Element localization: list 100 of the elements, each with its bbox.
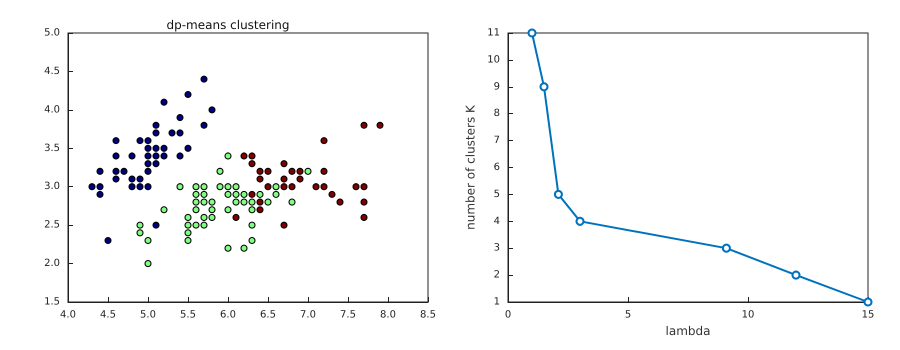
point	[152, 152, 160, 160]
y-tick-label: 1	[494, 296, 500, 308]
point	[208, 206, 216, 214]
point	[312, 183, 320, 190]
point	[96, 183, 104, 190]
point	[328, 190, 336, 198]
point	[256, 168, 264, 175]
point	[200, 190, 208, 198]
point	[176, 183, 184, 190]
y-tick-label: 2	[494, 270, 500, 281]
point	[200, 76, 208, 83]
point	[128, 183, 136, 190]
point	[192, 222, 200, 229]
point	[152, 129, 160, 136]
point	[376, 122, 384, 129]
y-tick-label: 11	[487, 28, 500, 38]
point	[320, 183, 328, 190]
point	[144, 168, 152, 175]
point	[288, 198, 296, 206]
point	[160, 206, 168, 214]
point	[264, 168, 272, 175]
point	[136, 183, 144, 190]
point	[232, 214, 240, 221]
point	[232, 190, 240, 198]
point	[144, 137, 152, 144]
y-tick-label: 10	[487, 54, 500, 66]
x-tick-label: 7.0	[300, 310, 316, 320]
point	[152, 144, 160, 152]
point	[256, 176, 264, 183]
x-tick-label: 6.0	[220, 310, 236, 320]
point	[240, 198, 248, 206]
point	[540, 82, 548, 92]
point	[288, 168, 296, 175]
point	[240, 244, 248, 252]
point	[296, 168, 304, 175]
x-axis-title: lambda	[666, 324, 710, 338]
x-tick-label: 4.0	[60, 310, 76, 320]
point	[160, 98, 168, 106]
point	[240, 152, 248, 160]
x-tick-label: 5.5	[180, 310, 196, 320]
y-tick-label: 1.5	[44, 296, 60, 308]
y-tick-label: 2.0	[44, 258, 60, 270]
point	[184, 90, 192, 98]
point	[256, 198, 264, 206]
point	[280, 176, 288, 183]
point	[248, 222, 256, 229]
point	[352, 183, 360, 190]
point	[208, 106, 216, 114]
point	[152, 122, 160, 129]
point	[192, 198, 200, 206]
point	[144, 183, 152, 190]
point	[136, 229, 144, 236]
point	[264, 198, 272, 206]
x-tick-label: 4.5	[100, 310, 116, 320]
point	[144, 260, 152, 268]
y-tick-label: 6	[494, 162, 500, 173]
y-tick-label: 3.5	[44, 142, 60, 154]
point	[200, 122, 208, 129]
point	[280, 183, 288, 190]
point	[184, 144, 192, 152]
y-tick-label: 2.5	[44, 220, 60, 231]
x-tick-label: 6.5	[260, 310, 276, 320]
point	[360, 198, 368, 206]
point	[200, 222, 208, 229]
point	[248, 190, 256, 198]
y-tick-label: 5.0	[44, 28, 60, 38]
x-tick-label: 8.5	[420, 310, 436, 320]
point	[176, 114, 184, 122]
point	[88, 183, 96, 190]
point	[264, 183, 272, 190]
point	[200, 214, 208, 221]
point	[224, 206, 232, 214]
point	[792, 270, 800, 280]
point	[232, 198, 240, 206]
y-tick-label: 9	[494, 81, 500, 92]
point	[152, 160, 160, 168]
point	[360, 183, 368, 190]
point	[144, 237, 152, 244]
point	[272, 183, 280, 190]
point	[184, 237, 192, 244]
point	[256, 190, 264, 198]
x-tick-label: 10	[742, 310, 754, 320]
point	[112, 168, 120, 175]
point	[144, 152, 152, 160]
point	[160, 152, 168, 160]
x-tick-label: 15	[862, 310, 874, 320]
point	[112, 176, 120, 183]
point	[208, 214, 216, 221]
y-tick-label: 5	[494, 188, 500, 200]
point	[304, 168, 312, 175]
x-tick-label: 5	[624, 310, 632, 320]
point	[176, 152, 184, 160]
point	[320, 168, 328, 175]
point	[224, 152, 232, 160]
y-tick-label: 3	[494, 242, 500, 254]
point	[216, 183, 224, 190]
point	[192, 183, 200, 190]
y-tick-label: 4.0	[44, 104, 60, 116]
point	[208, 198, 216, 206]
point	[152, 222, 160, 229]
